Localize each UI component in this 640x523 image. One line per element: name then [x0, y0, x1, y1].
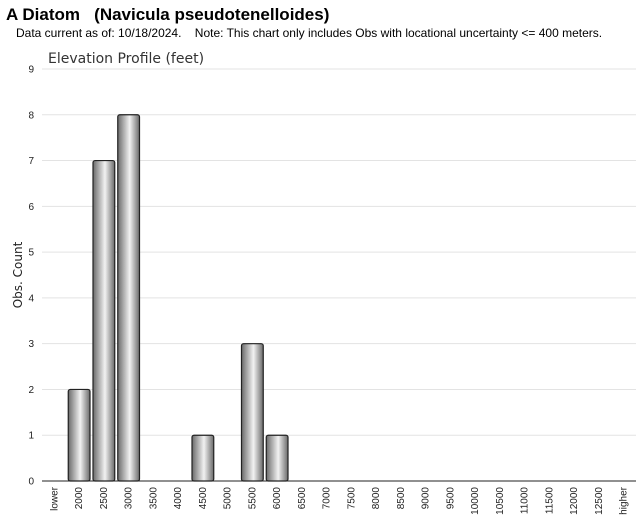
bar-4500 [191, 434, 215, 482]
data-note: Data current as of: 10/18/2024. Note: Th… [16, 26, 603, 40]
y-tick-label: 6 [28, 202, 34, 213]
bar-3000 [117, 114, 141, 482]
x-tick-label: 10500 [495, 487, 506, 515]
y-tick-label: 9 [28, 65, 34, 76]
bars [67, 114, 289, 482]
x-tick-label: 2500 [99, 487, 110, 510]
y-axis-title: Obs. Count [11, 241, 25, 308]
x-tick-label: 7500 [346, 487, 357, 510]
x-tick-label: higher [619, 486, 630, 514]
bar-2500 [92, 159, 116, 482]
x-tick-label: 8500 [396, 487, 407, 510]
bar-5500 [240, 343, 264, 482]
x-tick-label: 9500 [445, 487, 456, 510]
bar-6000 [265, 434, 289, 482]
x-tick-label: 12000 [569, 487, 580, 515]
x-tick-label: 11000 [520, 487, 531, 515]
x-tick-label: 4000 [173, 487, 184, 510]
x-tick-label: 5000 [223, 487, 234, 510]
y-tick-label: 0 [28, 477, 34, 488]
gridlines [42, 68, 636, 436]
x-tick-label: 3000 [124, 487, 135, 510]
y-tick-label: 4 [28, 293, 34, 304]
chart-heading: A Diatom (Navicula pseudotenelloides) [6, 5, 330, 24]
chart-title: Elevation Profile (feet) [48, 51, 204, 67]
y-tick-labels: 0 1 2 3 4 5 6 7 8 9 [28, 65, 34, 488]
x-tick-label: 2000 [74, 487, 85, 510]
x-tick-label: 12500 [594, 487, 605, 515]
y-tick-label: 8 [28, 110, 34, 121]
x-tick-label: 7000 [322, 487, 333, 510]
x-tick-labels: lower 2000 2500 3000 3500 4000 4500 5000 5500 600… [49, 486, 629, 514]
x-tick-label: 5500 [247, 487, 258, 510]
x-tick-label: 8000 [371, 487, 382, 510]
y-tick-label: 5 [28, 248, 34, 259]
y-tick-label: 3 [28, 339, 34, 350]
x-tick-label: 10000 [470, 487, 481, 515]
x-tick-label: 11500 [544, 487, 555, 515]
x-tick-label: 9000 [421, 487, 432, 510]
x-tick-label: 6500 [297, 487, 308, 510]
x-tick-label: 4500 [198, 487, 209, 510]
bar-2000 [67, 388, 91, 482]
x-tick-label: lower [49, 486, 60, 511]
x-tick-label: 6000 [272, 487, 283, 510]
y-tick-label: 1 [28, 431, 34, 442]
y-tick-label: 7 [28, 156, 34, 167]
x-tick-label: 3500 [148, 487, 159, 510]
y-tick-label: 2 [28, 385, 34, 396]
